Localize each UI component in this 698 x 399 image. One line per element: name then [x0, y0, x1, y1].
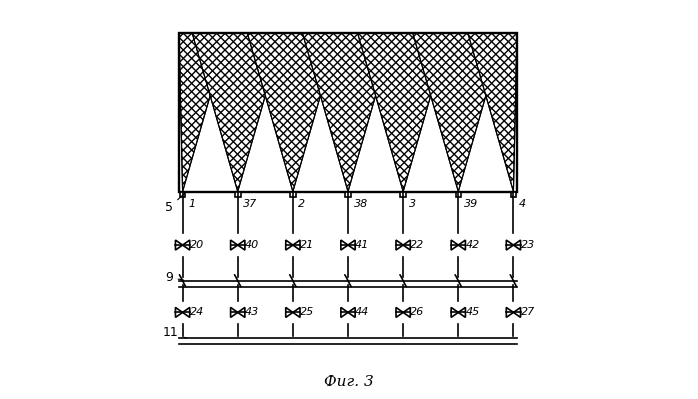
Polygon shape — [341, 308, 348, 318]
Text: 24: 24 — [190, 307, 204, 318]
Polygon shape — [403, 240, 410, 250]
Text: 41: 41 — [355, 240, 369, 250]
Text: 44: 44 — [355, 307, 369, 318]
Polygon shape — [179, 33, 228, 192]
Bar — [456, 192, 461, 197]
Polygon shape — [451, 240, 459, 250]
Text: 38: 38 — [354, 199, 368, 209]
Text: 27: 27 — [521, 307, 535, 318]
Polygon shape — [459, 240, 466, 250]
Polygon shape — [403, 308, 410, 318]
Polygon shape — [413, 33, 504, 192]
Bar — [235, 192, 241, 197]
Polygon shape — [238, 240, 245, 250]
Text: 26: 26 — [410, 307, 424, 318]
Text: 5: 5 — [165, 194, 184, 214]
Text: 42: 42 — [466, 240, 480, 250]
Text: Фиг. 3: Фиг. 3 — [324, 375, 374, 389]
Bar — [290, 192, 296, 197]
Text: 2: 2 — [299, 199, 306, 209]
Text: 39: 39 — [464, 199, 478, 209]
Text: 21: 21 — [300, 240, 314, 250]
Polygon shape — [341, 240, 348, 250]
Text: 25: 25 — [300, 307, 314, 318]
Text: 43: 43 — [245, 307, 259, 318]
Polygon shape — [175, 308, 183, 318]
Polygon shape — [183, 240, 190, 250]
Text: 3: 3 — [409, 199, 416, 209]
Bar — [511, 192, 517, 197]
Polygon shape — [459, 308, 466, 318]
Text: 22: 22 — [410, 240, 424, 250]
Polygon shape — [230, 308, 238, 318]
Polygon shape — [468, 33, 517, 192]
Polygon shape — [506, 308, 514, 318]
Bar — [346, 192, 351, 197]
Text: 1: 1 — [188, 199, 195, 209]
Polygon shape — [230, 240, 238, 250]
Text: 23: 23 — [521, 240, 535, 250]
Polygon shape — [183, 308, 190, 318]
Text: 45: 45 — [466, 307, 480, 318]
Polygon shape — [238, 308, 245, 318]
Polygon shape — [396, 240, 403, 250]
Polygon shape — [285, 240, 293, 250]
Polygon shape — [285, 308, 293, 318]
Bar — [179, 33, 517, 192]
Text: 4: 4 — [519, 199, 526, 209]
Polygon shape — [396, 308, 403, 318]
Text: 9: 9 — [165, 271, 184, 284]
Text: 20: 20 — [190, 240, 204, 250]
Text: 40: 40 — [245, 240, 259, 250]
Text: 11: 11 — [163, 326, 186, 339]
Text: 37: 37 — [244, 199, 258, 209]
Polygon shape — [247, 33, 339, 192]
Polygon shape — [506, 240, 514, 250]
Polygon shape — [357, 33, 449, 192]
Polygon shape — [514, 240, 521, 250]
Bar — [401, 192, 406, 197]
Polygon shape — [293, 240, 300, 250]
Polygon shape — [514, 308, 521, 318]
Polygon shape — [192, 33, 283, 192]
Polygon shape — [302, 33, 394, 192]
Polygon shape — [451, 308, 459, 318]
Polygon shape — [348, 240, 355, 250]
Polygon shape — [348, 308, 355, 318]
Polygon shape — [293, 308, 300, 318]
Polygon shape — [175, 240, 183, 250]
Bar — [180, 192, 186, 197]
